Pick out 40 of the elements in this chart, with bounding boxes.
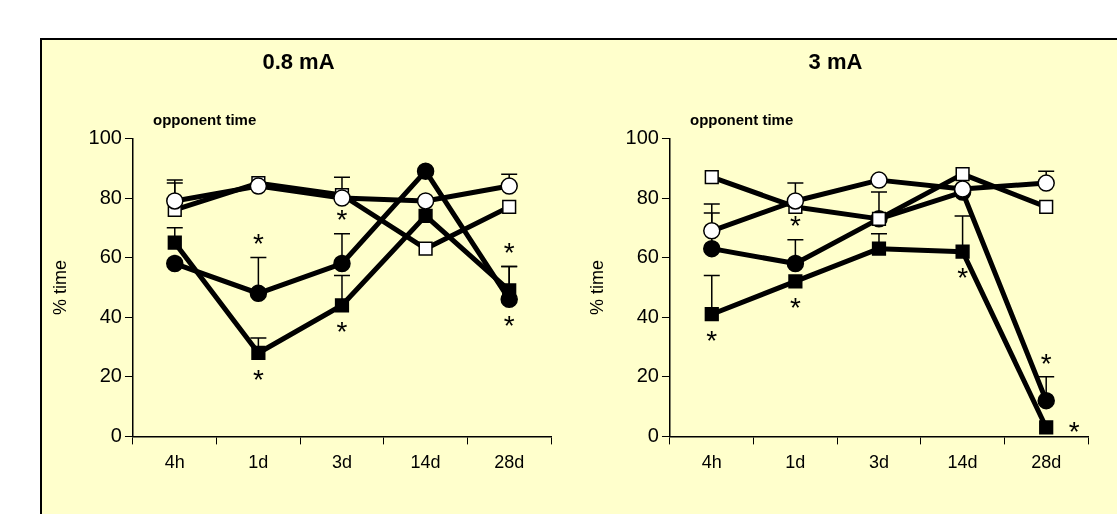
x-tick-label: 4h	[701, 452, 722, 473]
x-tick-label: 4h	[164, 452, 185, 473]
y-tick-label: 80	[99, 185, 122, 208]
annotation: *	[1040, 347, 1052, 379]
y-tick-label: 100	[625, 125, 659, 148]
y-tick-label: 100	[88, 125, 122, 148]
y-tick-label: 60	[636, 245, 659, 268]
y-axis-title: % time	[586, 259, 607, 315]
y-tick-label: 60	[99, 245, 122, 268]
y-tick-label: 40	[636, 304, 659, 327]
y-tick-label: 0	[110, 423, 122, 446]
x-tick-label: 1d	[785, 452, 806, 473]
annotation: *	[252, 363, 264, 395]
y-tick-label: 20	[99, 364, 122, 387]
annotation: *	[957, 262, 969, 294]
annotation: *	[336, 316, 348, 347]
x-tick-label: 14d	[947, 452, 978, 473]
x-tick-label: 3d	[868, 452, 889, 473]
chart-title: 0.8 mA	[262, 49, 335, 75]
chart-subtitle: opponent time	[689, 111, 794, 129]
x-tick-label: 1d	[248, 452, 269, 473]
chart-subtitle: opponent time	[152, 111, 257, 129]
annotation: *	[503, 310, 515, 342]
x-tick-label: 28d	[1031, 452, 1062, 473]
y-tick-label: 80	[636, 185, 659, 208]
annotation: *	[252, 228, 264, 260]
y-tick-label: 0	[647, 423, 659, 446]
annotation: *	[789, 292, 801, 324]
x-tick-label: 14d	[410, 452, 441, 473]
x-tick-label: 3d	[331, 452, 352, 473]
annotation: *	[789, 210, 801, 242]
annotation: *	[1068, 416, 1080, 448]
y-axis-title: % time	[49, 259, 70, 315]
annotation: *	[503, 237, 515, 269]
y-tick-label: 40	[99, 304, 122, 327]
chart-title: 3 mA	[808, 49, 863, 75]
annotation: *	[336, 204, 348, 236]
y-tick-label: 20	[636, 364, 659, 387]
x-tick-label: 28d	[494, 452, 525, 473]
annotation: *	[706, 324, 718, 356]
